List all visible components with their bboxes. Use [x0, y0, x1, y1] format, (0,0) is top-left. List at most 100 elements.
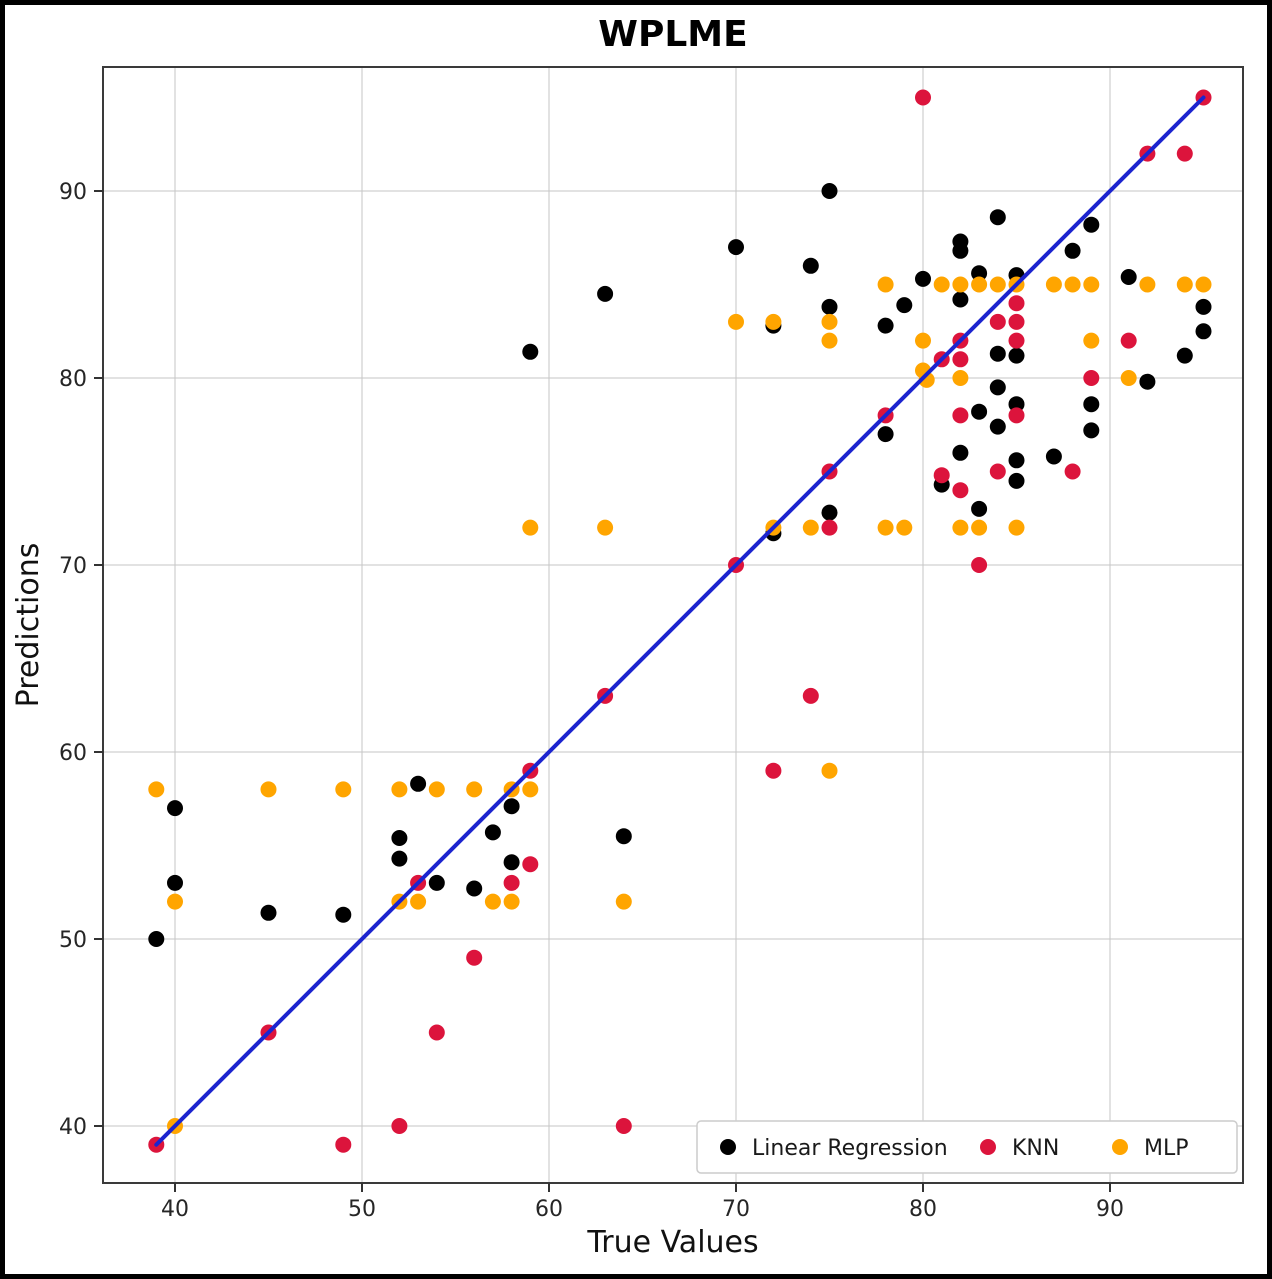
data-point: [821, 519, 838, 536]
data-point: [877, 426, 894, 443]
data-point: [428, 874, 445, 891]
data-point: [1139, 276, 1156, 293]
data-point: [522, 519, 539, 536]
data-point: [1083, 370, 1100, 386]
data-point: [410, 893, 427, 910]
data-point: [971, 403, 988, 420]
data-point: [1195, 298, 1212, 315]
data-point: [167, 893, 183, 910]
data-point: [1176, 276, 1193, 293]
data-point: [802, 687, 819, 704]
data-point: [1176, 347, 1193, 364]
data-point: [1176, 145, 1193, 162]
data-point: [335, 1136, 352, 1153]
data-point: [615, 828, 632, 845]
data-point: [952, 291, 969, 308]
data-point: [765, 313, 782, 330]
legend: Linear Regression KNN MLP: [696, 1120, 1238, 1174]
identity-line: [154, 95, 1206, 1147]
data-point: [989, 345, 1006, 362]
data-point: [1120, 269, 1137, 285]
data-point: [821, 298, 838, 315]
data-point: [391, 830, 408, 846]
data-point: [952, 482, 969, 499]
data-point: [728, 313, 744, 330]
data-point: [1045, 276, 1062, 293]
data-point: [1008, 519, 1025, 536]
data-point: [971, 500, 988, 517]
data-point: [821, 504, 838, 521]
data-point: [989, 418, 1006, 435]
legend-marker-knn: [980, 1139, 996, 1155]
data-point: [1083, 276, 1100, 293]
y-tick-label: 50: [59, 928, 87, 953]
data-point: [952, 370, 969, 386]
axes-spines: [102, 66, 1244, 1184]
data-point: [933, 276, 950, 293]
legend-marker-mlp: [1112, 1139, 1128, 1155]
data-point: [1064, 276, 1081, 293]
data-point: [896, 297, 913, 314]
data-point: [522, 856, 539, 873]
y-tick-label: 40: [59, 1115, 87, 1140]
legend-marker-linear-regression: [720, 1139, 736, 1155]
data-point: [728, 239, 744, 256]
y-tick-label: 90: [59, 180, 87, 205]
series-mlp: [148, 276, 1212, 1134]
data-point: [1120, 332, 1137, 349]
legend-label-mlp: MLP: [1144, 1136, 1189, 1161]
data-point: [597, 285, 614, 302]
data-point: [466, 781, 483, 798]
legend-box: [696, 1120, 1238, 1174]
data-point: [466, 949, 483, 966]
data-point: [1008, 407, 1025, 424]
data-point: [260, 781, 277, 798]
data-point: [765, 762, 782, 779]
x-tick-label: 50: [348, 1197, 376, 1222]
data-point: [1064, 463, 1081, 480]
data-point: [821, 313, 838, 330]
data-point: [1008, 472, 1025, 489]
data-point: [1064, 242, 1081, 259]
data-point: [802, 519, 819, 536]
data-point: [615, 1118, 632, 1134]
data-point: [877, 317, 894, 334]
data-point: [821, 762, 838, 779]
data-point: [989, 276, 1006, 293]
data-point: [1139, 373, 1156, 390]
data-point: [989, 209, 1006, 226]
data-point: [1045, 448, 1062, 465]
data-point: [1008, 332, 1025, 349]
data-point: [1008, 313, 1025, 330]
data-point: [391, 850, 408, 867]
data-point: [952, 276, 969, 293]
data-point: [522, 343, 539, 360]
data-point: [167, 800, 183, 817]
legend-label-linear-regression: Linear Regression: [752, 1136, 948, 1161]
data-point: [1083, 332, 1100, 349]
data-point: [391, 1118, 408, 1134]
data-point: [428, 1024, 445, 1041]
data-point: [1195, 323, 1212, 340]
data-point: [1008, 347, 1025, 364]
data-point: [503, 874, 520, 891]
data-point: [915, 332, 931, 349]
data-point: [1008, 452, 1025, 469]
data-point: [989, 313, 1006, 330]
data-point: [428, 781, 445, 798]
data-point: [410, 775, 427, 792]
data-point: [484, 893, 501, 910]
data-point: [877, 276, 894, 293]
data-point: [915, 270, 931, 287]
x-axis-label: True Values: [586, 1225, 758, 1260]
data-point: [335, 781, 352, 798]
data-point: [971, 519, 988, 536]
data-point: [1083, 396, 1100, 413]
data-point: [1120, 370, 1137, 386]
legend-label-knn: KNN: [1012, 1136, 1059, 1161]
data-point: [952, 407, 969, 424]
data-point: [503, 854, 520, 871]
data-point: [615, 893, 632, 910]
